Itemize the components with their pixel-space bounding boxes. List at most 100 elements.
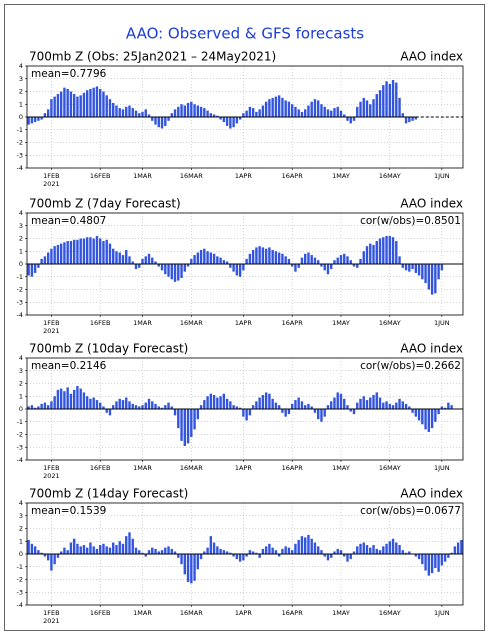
bar [297, 397, 300, 409]
bar [229, 117, 232, 129]
bar [85, 237, 89, 264]
bar [147, 253, 151, 264]
x-tick-label: 1MAY [332, 172, 350, 180]
bar [219, 257, 222, 264]
bar [401, 264, 405, 268]
y-tick-label: -4 [17, 456, 23, 464]
bar [346, 256, 349, 264]
bar [206, 110, 209, 117]
x-tick-label: 1MAR [133, 609, 152, 617]
bar [450, 405, 453, 409]
bar [177, 554, 180, 558]
bar [53, 396, 56, 409]
bar [40, 403, 43, 409]
bar [264, 248, 268, 264]
bar [245, 110, 248, 117]
bar [43, 402, 47, 409]
bar [297, 264, 300, 268]
bar [99, 402, 102, 409]
bar [33, 264, 37, 273]
bar [385, 81, 388, 117]
bar [27, 539, 30, 554]
bar [235, 117, 239, 124]
x-tick-label: 16FEB [90, 464, 111, 472]
bar [167, 264, 170, 277]
bar [271, 547, 274, 554]
chart-title: AAO: Observed & GFS forecasts [126, 25, 364, 43]
bar [336, 392, 339, 409]
panel-index: AAO index [400, 342, 463, 356]
bar [382, 402, 385, 409]
bar [170, 264, 173, 280]
bar [294, 543, 297, 554]
bar [365, 545, 369, 554]
bar [37, 550, 40, 554]
bar [375, 548, 378, 554]
bar [300, 536, 304, 554]
bar [290, 264, 294, 267]
bar [229, 401, 232, 409]
bar [443, 554, 447, 562]
bar [121, 255, 125, 264]
bar [369, 104, 372, 117]
bar [453, 546, 457, 554]
bar [333, 397, 336, 409]
bar [310, 406, 313, 409]
bar [186, 264, 190, 267]
bar [216, 256, 219, 264]
bar [203, 551, 206, 554]
bar [349, 260, 352, 264]
bar [307, 105, 310, 117]
bar [362, 97, 365, 117]
bar [277, 252, 281, 264]
bar [112, 248, 115, 264]
bar [225, 117, 229, 126]
bar [33, 117, 37, 123]
bar [141, 258, 144, 264]
bar [271, 398, 274, 409]
bar [193, 255, 196, 264]
bar [141, 552, 144, 554]
bar [414, 554, 418, 557]
bar [50, 401, 53, 409]
bar [388, 235, 391, 264]
bar [121, 543, 125, 554]
bar [297, 539, 300, 554]
bar [277, 405, 281, 409]
year-label: 2021 [43, 327, 60, 335]
bar [343, 114, 346, 117]
mean-label: mean=0.1539 [31, 505, 106, 517]
y-tick-label: 2 [19, 235, 23, 243]
bar [349, 554, 352, 560]
bar [349, 409, 352, 412]
bar [401, 401, 405, 409]
bar [121, 109, 125, 117]
bar [313, 99, 317, 117]
bar [398, 97, 401, 117]
bar [216, 397, 219, 409]
bar [164, 117, 167, 126]
bar [160, 117, 164, 129]
bar [160, 550, 164, 554]
bar [290, 104, 294, 117]
mean-label: mean=0.2146 [31, 360, 107, 372]
bar [125, 536, 128, 554]
bar [105, 239, 108, 264]
bar [154, 261, 157, 264]
bar [251, 405, 255, 409]
bar [346, 554, 349, 562]
bar [157, 551, 160, 554]
bar [105, 95, 108, 117]
bar [352, 551, 356, 554]
x-tick-label: 16APR [282, 172, 304, 180]
bar [131, 108, 134, 117]
bar [206, 396, 209, 409]
bar [50, 248, 53, 264]
bar [225, 398, 229, 409]
bar [417, 264, 421, 276]
bar [118, 541, 121, 554]
x-tick-label: 16FEB [90, 609, 111, 617]
bar [261, 548, 265, 554]
bar [209, 113, 213, 117]
bar [46, 252, 50, 264]
